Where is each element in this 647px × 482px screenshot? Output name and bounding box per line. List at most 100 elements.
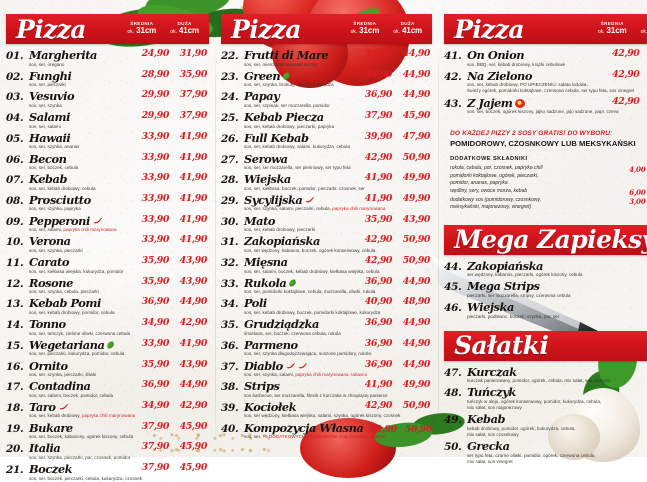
extra-row: wędliny, sery, owoce morza, kebab 6,007,0… [450, 188, 647, 197]
item-name: Italia [29, 441, 61, 456]
menu-item[interactable]: 30. Mato sos, ser, kebab drobiowy, pieczar… [221, 213, 432, 234]
item-description: sos, ser, salami [29, 123, 61, 129]
menu-item[interactable]: 10. Verona sos, ser, szynka, pieczarki 33,9… [6, 233, 209, 254]
menu-list-salatki: 47. Kurczak kurczak panierowany, pomidor, … [444, 364, 647, 465]
menu-item[interactable]: 46. Wiejska pieczarki, podlewoc, boczek, s… [444, 299, 647, 320]
menu-item[interactable]: 43. Z Jajem sos, ser, boczek, ogórek kiszo… [444, 95, 647, 116]
menu-item-heading: 50. Grecka [444, 439, 647, 453]
price-medium: 36,90 [141, 379, 170, 391]
menu-item[interactable]: 18. Taro sos, ser, kebab drobiowy, papryka… [6, 399, 209, 420]
menu-item[interactable]: 15. Wegetariana sos, ser, pieczarki, kukur… [6, 337, 209, 358]
item-name: Kebab [467, 412, 506, 427]
menu-item[interactable]: 01. Margherita sos, ser, oregano 24,90 31,90 [6, 47, 209, 68]
item-number: 30. [221, 215, 239, 228]
menu-item[interactable]: 27. Serowa sos, ser, ser mozzarella, ser p… [221, 151, 432, 172]
price-large: 50,90 [402, 399, 431, 411]
menu-item[interactable]: 22. Frutti di Mare sos, ser, mieszanka owo… [221, 47, 432, 68]
menu-item[interactable]: 40. Kompozycja Własna 42,90 50,90 sos, ser, … [221, 420, 432, 441]
menu-item[interactable]: 38. Strips sos barbecue, ser mozzarella, f… [221, 378, 432, 399]
menu-item[interactable]: 26. Full Kebab sos, ser, kebab drobiowy, s… [221, 130, 432, 151]
price-medium: 42,90 [364, 151, 393, 163]
item-number: 18. [6, 401, 24, 414]
menu-item[interactable]: 45. Mega Strips pieczarki, ser mozzarella,… [444, 278, 647, 299]
menu-item[interactable]: 37. Diablo sos, ser, szynka, salami, papry… [221, 358, 432, 379]
menu-item[interactable]: 14. Tonno sos, ser, tuńczyk, zielone oliwk… [6, 316, 209, 337]
price-medium: 39,90 [364, 130, 393, 142]
price-large: 50,90 [404, 423, 433, 435]
menu-item-heading: 02. Funghi [6, 69, 209, 83]
price-large: 44,90 [402, 48, 431, 59]
menu-item[interactable]: 20. Italia sos, ser, szynka, pieczarki, po… [6, 440, 209, 461]
price-large: 37,90 [179, 110, 208, 122]
menu-item[interactable]: 02. Funghi sos, ser, pieczarki 28,90 35,90 [6, 68, 209, 89]
menu-item[interactable]: 23. Green sos, ser, szynka, brokuły, cebul… [221, 68, 432, 89]
price-large: 41,90 [179, 172, 208, 184]
item-number: 12. [6, 277, 24, 290]
menu-item-heading: 11. Carato [6, 255, 209, 269]
menu-item[interactable]: 11. Carato sos, ser, kiełbasa wiejska, kuk… [6, 254, 209, 275]
item-prices: 42,90 50,90 [362, 234, 431, 245]
item-number: 10. [6, 236, 24, 249]
item-number: 01. [6, 50, 24, 62]
menu-item[interactable]: 34. Poli sos, ser, kebab drobiowy, boczek,… [221, 295, 432, 316]
item-description: sos, ser, kebab drobiowy, boczek, pomido… [244, 309, 381, 315]
menu-item[interactable]: 24. Papay sos, ser, szpinak, ser mozzarell… [221, 88, 432, 109]
menu-item[interactable]: 09. Pepperoni sos, ser, salami, papryka ch… [6, 213, 209, 234]
item-prices: 41,90 49,90 [362, 172, 431, 184]
menu-item[interactable]: 08. Prosciutto sos, ser, szynka, papryka 33… [6, 192, 209, 213]
section-banner-pizza-3: Pizza ŚREDNIA ok. 31cm DUŻA ok. 41cm [444, 14, 647, 44]
menu-item[interactable]: 04. Salami sos, ser, salami 29,90 37,90 [6, 109, 209, 130]
item-name: Na Zielono [467, 68, 533, 83]
item-name: Kociołek [244, 399, 297, 414]
item-number: 40. [221, 422, 239, 435]
menu-item[interactable]: 44. Zakopiańska ser wędzony, kabanos, piec… [444, 258, 647, 279]
menu-item[interactable]: 50. Grecka ser typu feta, czarne oliwki, p… [444, 438, 647, 465]
menu-item[interactable]: 07. Kebab sos, ser, kebab drobiowy, cebula… [6, 171, 209, 192]
menu-item[interactable]: 06. Becon sos, ser, boczek, cebula 33,90 41,… [6, 151, 209, 172]
price-large: 42,90 [179, 399, 208, 411]
menu-item[interactable]: 05. Hawaii sos, ser, szynka, ananas 33,90 41… [6, 130, 209, 151]
price-large: 49,90 [402, 192, 431, 204]
menu-item[interactable]: 16. Ornito sos, ser, szynka, pieczarki, śl… [6, 358, 209, 379]
extra-price-medium: 4,00 [629, 165, 646, 175]
item-description: sos, ser, szynka, salami, papryka chili … [244, 372, 368, 378]
item-description: sos, ser, boczek, kabanosy, ogórek kiszo… [29, 434, 134, 440]
menu-item[interactable]: 19. Bukare sos, ser, boczek, kabanosy, ogó… [6, 420, 209, 441]
menu-item[interactable]: 03. Vesuvio sos, ser, szynka 29,90 37,90 [6, 88, 209, 109]
item-description: sos, ser, szpinak, ser mozzarella, pomid… [244, 102, 330, 108]
menu-item[interactable]: 35. Grudziądzka śmietana, ser, boczek, cze… [221, 316, 432, 337]
size-header: ŚREDNIA ok. 31cm DUŻA ok. 41cm [350, 22, 432, 36]
menu-item[interactable]: 41. On Onion sos, BBQ, ser, kebab drobiowy… [444, 47, 647, 68]
item-prices: 40,90 48,90 [362, 296, 431, 307]
menu-item[interactable]: 13. Kebab Pomi sos, ser, kebab drobiowy, p… [6, 295, 209, 316]
price-medium: 42,90 [369, 423, 397, 435]
item-number: 44. [444, 260, 462, 273]
menu-item[interactable]: 39. Kociołek sos, ser wędzony, kiełbasa wi… [221, 399, 432, 420]
item-name: Mato [244, 213, 276, 228]
menu-item[interactable]: 29. Sycylijska sos, ser, szynka, salami, p… [221, 192, 432, 213]
menu-item[interactable]: 12. Rosone sos, ser, szynka, cebula, piecz… [6, 275, 209, 296]
menu-item-heading: 31. Zakopiańska [221, 234, 432, 248]
item-number: 16. [6, 360, 24, 373]
menu-item[interactable]: 49. Kebab kebab drobiowy, pomidor, ogórek,… [444, 411, 647, 438]
menu-item[interactable]: 42. Na Zielono sos, ser, kebab drobiowy, P… [444, 68, 647, 95]
menu-item[interactable]: 28. Wiejska sos, ser, kiełbasa, boczek, po… [221, 171, 432, 192]
menu-item[interactable]: 31. Zakopiańska sos, ser wędzony, kabanos,… [221, 233, 432, 254]
price-medium: 29,90 [141, 89, 170, 101]
item-name: Parmeno [244, 337, 298, 352]
menu-item[interactable]: 36. Parmeno sos, ser, szynka długodojrzewa… [221, 337, 432, 358]
item-prices: 33,90 41,90 [139, 338, 208, 349]
menu-item[interactable]: 25. Kebab Piecza sos, ser, kebab drobiowy,… [221, 109, 432, 130]
menu-item[interactable]: 47. Kurczak kurczak panierowany, pomidor, … [444, 364, 647, 385]
price-large: 49,90 [402, 172, 431, 184]
extra-description: wędliny, sery, owoce morza, kebab [450, 187, 528, 194]
menu-item[interactable]: 32. Mięsna sos, ser, salami, boczek, kebab… [221, 254, 432, 275]
promo-line-2: POMIDOROWY, CZOSNKOWY LUB MEKSYKAŃSKI [450, 138, 636, 148]
item-prices: 35,90 43,90 [139, 276, 208, 287]
menu-item[interactable]: 33. Rukola sos, ser, pomidorki koktajlowe,… [221, 275, 432, 296]
menu-item[interactable]: 21. Boczek sos, ser, boczek, pieczarki, ce… [6, 461, 209, 482]
size-medium-dim: ok. 31cm [597, 26, 627, 36]
menu-item[interactable]: 48. Tuńczyk tuńczyk w oleju, ogórek konser… [444, 384, 647, 411]
price-large: 45,90 [179, 441, 208, 453]
menu-item[interactable]: 17. Contadina sos, ser, salami, boczek, po… [6, 378, 209, 399]
